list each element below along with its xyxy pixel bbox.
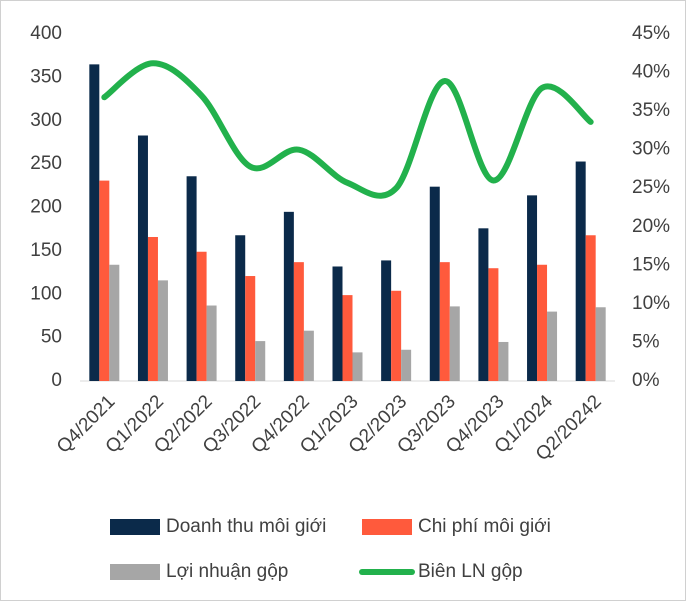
y-tick-label: 300 bbox=[30, 110, 62, 131]
y-tick-label: 150 bbox=[30, 240, 62, 261]
legend-label: Doanh thu môi giới bbox=[166, 516, 326, 537]
bar bbox=[293, 262, 304, 381]
bar bbox=[488, 268, 499, 381]
bar bbox=[478, 228, 489, 381]
y2-tick-label: 35% bbox=[632, 100, 670, 121]
bar bbox=[109, 264, 120, 381]
bar bbox=[157, 280, 168, 381]
bar bbox=[206, 305, 217, 381]
bar bbox=[585, 235, 596, 381]
bar bbox=[89, 64, 100, 382]
legend-swatch bbox=[362, 519, 412, 535]
bar bbox=[235, 235, 246, 381]
bar bbox=[332, 266, 343, 381]
bar bbox=[99, 180, 110, 381]
bar bbox=[527, 195, 538, 381]
y-tick-label: 100 bbox=[30, 283, 62, 304]
legend-label: Chi phí môi giới bbox=[418, 516, 551, 537]
y-tick-label: 50 bbox=[41, 327, 62, 348]
y2-tick-label: 0% bbox=[632, 370, 660, 391]
legend-swatch bbox=[110, 564, 160, 580]
bar bbox=[595, 307, 606, 381]
bar bbox=[352, 352, 363, 381]
bar bbox=[381, 260, 392, 381]
bar bbox=[429, 186, 440, 381]
legend-label: Lợi nhuận gộp bbox=[166, 561, 288, 582]
bar bbox=[537, 264, 548, 381]
bar bbox=[575, 161, 586, 381]
y2-tick-label: 30% bbox=[632, 139, 670, 160]
bar bbox=[147, 236, 158, 381]
bar bbox=[498, 341, 509, 381]
y-tick-label: 350 bbox=[30, 66, 62, 87]
bar bbox=[391, 290, 402, 381]
y-tick-label: 200 bbox=[30, 197, 62, 218]
y2-tick-label: 45% bbox=[632, 23, 670, 44]
y-tick-label: 400 bbox=[30, 23, 62, 44]
y2-tick-label: 20% bbox=[632, 216, 670, 237]
bar bbox=[303, 330, 314, 381]
bar bbox=[547, 311, 558, 381]
legend-swatch bbox=[110, 519, 160, 535]
y2-tick-label: 5% bbox=[632, 331, 660, 352]
y2-tick-label: 25% bbox=[632, 177, 670, 198]
y2-tick-label: 40% bbox=[632, 62, 670, 83]
bar bbox=[449, 306, 460, 381]
bar bbox=[196, 251, 207, 381]
bar bbox=[342, 295, 353, 381]
bar bbox=[255, 341, 266, 381]
bar bbox=[245, 276, 256, 381]
bar bbox=[137, 135, 148, 381]
bar bbox=[439, 262, 450, 381]
y2-tick-label: 10% bbox=[632, 293, 670, 314]
bar bbox=[186, 176, 197, 381]
y2-tick-label: 15% bbox=[632, 254, 670, 275]
bar bbox=[401, 349, 412, 381]
bar bbox=[283, 211, 294, 381]
line bbox=[101, 60, 594, 199]
y-tick-label: 250 bbox=[30, 153, 62, 174]
legend-label: Biên LN gộp bbox=[418, 561, 523, 582]
y-tick-label: 0 bbox=[51, 370, 62, 391]
